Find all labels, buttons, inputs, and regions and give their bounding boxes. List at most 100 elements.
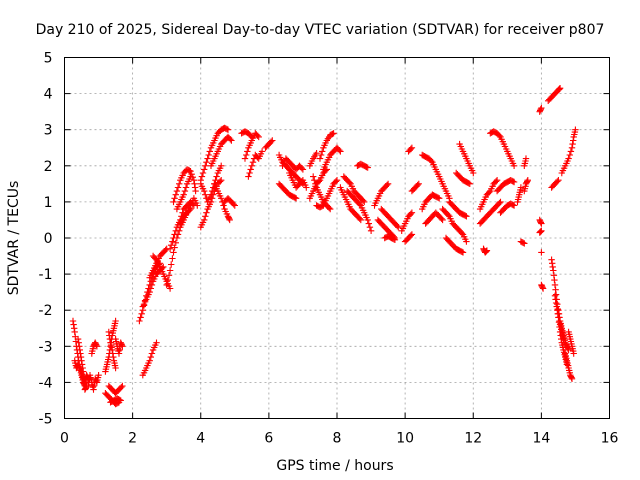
- data-point: [537, 228, 544, 235]
- data-point: [164, 276, 171, 284]
- y-tick-label: 0: [44, 231, 53, 247]
- data-point: [462, 212, 469, 219]
- data-point: [207, 191, 215, 198]
- data-point: [169, 255, 176, 262]
- data-point: [537, 219, 544, 226]
- data-point: [206, 148, 213, 155]
- data-point: [191, 180, 198, 187]
- data-point: [483, 248, 490, 255]
- data-point: [550, 267, 557, 274]
- data-point: [556, 314, 563, 321]
- data-point: [190, 177, 198, 184]
- data-point: [509, 201, 517, 209]
- data-point: [203, 209, 210, 216]
- data-point: [118, 384, 125, 391]
- grid-layer: [64, 57, 610, 419]
- data-point: [146, 288, 153, 296]
- data-point: [407, 232, 414, 239]
- data-point: [552, 299, 560, 307]
- data-point: [78, 357, 85, 364]
- data-point: [553, 303, 560, 310]
- x-tick-label: 6: [264, 431, 273, 447]
- data-point: [202, 213, 209, 220]
- data-point: [537, 106, 544, 113]
- data-point: [255, 133, 262, 141]
- data-point: [366, 224, 374, 231]
- data-point: [267, 138, 275, 145]
- data-point: [510, 162, 518, 169]
- data-point: [394, 222, 401, 230]
- data-point: [558, 335, 565, 343]
- data-point: [204, 155, 211, 162]
- data-point: [330, 130, 337, 137]
- data-point: [248, 133, 255, 141]
- data-point: [524, 178, 531, 185]
- data-point: [438, 215, 445, 222]
- data-point: [247, 132, 254, 139]
- data-point: [384, 180, 392, 187]
- data-point: [357, 216, 364, 224]
- x-tick-label: 16: [601, 431, 619, 447]
- data-point: [148, 350, 156, 357]
- data-point: [165, 272, 173, 279]
- tick-layer: [64, 57, 610, 419]
- data-point: [231, 202, 238, 209]
- data-point: [359, 197, 367, 204]
- data-point: [181, 187, 189, 195]
- data-point: [565, 155, 572, 162]
- data-point: [152, 255, 159, 262]
- data-point: [522, 155, 530, 162]
- data-point: [361, 198, 368, 206]
- data-point: [197, 177, 204, 184]
- y-tick-label: -4: [39, 375, 53, 391]
- data-point: [244, 148, 251, 155]
- data-point: [223, 125, 231, 133]
- data-point: [203, 159, 210, 166]
- data-point: [182, 184, 190, 191]
- data-point: [538, 249, 545, 256]
- data-point: [315, 178, 322, 185]
- data-point: [569, 140, 576, 148]
- data-point: [458, 248, 466, 255]
- data-markers: [69, 85, 579, 408]
- data-point: [163, 281, 170, 289]
- x-tick-label: 2: [128, 431, 137, 447]
- data-point: [329, 130, 336, 138]
- x-tick-label: 12: [464, 431, 482, 447]
- data-point: [173, 187, 181, 195]
- data-point: [174, 184, 182, 191]
- data-point: [93, 343, 101, 350]
- data-point: [169, 238, 176, 245]
- y-tick-label: 3: [44, 123, 53, 139]
- data-point: [509, 178, 517, 185]
- x-tick-label: 14: [532, 431, 550, 447]
- data-point: [194, 202, 201, 209]
- data-point: [115, 350, 123, 357]
- data-point: [147, 285, 154, 292]
- data-point: [390, 236, 397, 243]
- data-point: [119, 343, 126, 350]
- data-point: [482, 248, 489, 255]
- data-point: [303, 184, 310, 191]
- data-point: [171, 231, 178, 238]
- data-point: [521, 240, 528, 247]
- data-point: [249, 159, 257, 166]
- data-point: [538, 227, 545, 234]
- data-point: [75, 339, 82, 346]
- data-point: [383, 181, 391, 189]
- data-point: [292, 195, 300, 202]
- x-tick-label: 8: [333, 431, 342, 447]
- data-point: [407, 145, 414, 153]
- data-point: [539, 285, 547, 292]
- data-point: [202, 191, 209, 198]
- data-point: [570, 350, 577, 357]
- data-point: [187, 173, 194, 180]
- data-point: [198, 173, 206, 180]
- data-point: [434, 194, 442, 201]
- y-tick-label: -5: [39, 412, 53, 428]
- data-point: [85, 382, 92, 390]
- data-point: [311, 177, 318, 184]
- data-point: [258, 148, 266, 155]
- data-point: [465, 180, 472, 187]
- data-point: [497, 198, 504, 206]
